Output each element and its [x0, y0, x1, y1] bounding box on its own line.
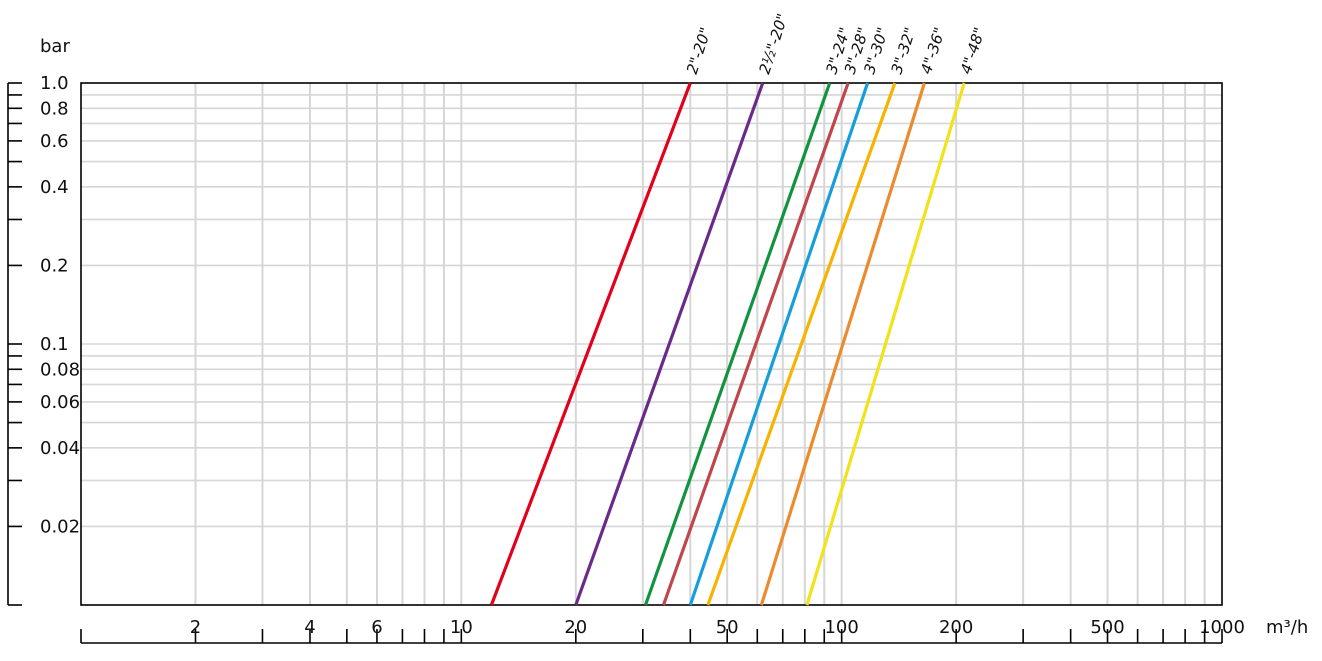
- series-line: [643, 82, 832, 606]
- y-tick-label: 0.06: [40, 392, 80, 413]
- x-tick-label: 200: [939, 617, 973, 638]
- x-tick-label: 1000: [1199, 617, 1245, 638]
- series-line: [805, 82, 966, 606]
- series-label: 2½"-20": [755, 11, 791, 76]
- y-tick-label: 0.4: [40, 177, 69, 198]
- y-tick-label: 0.1: [40, 334, 69, 355]
- series-line: [759, 82, 926, 606]
- series-line: [661, 82, 850, 606]
- y-tick-label: 0.04: [40, 438, 80, 459]
- y-tick-label: 1.0: [40, 73, 69, 94]
- x-axis: 2 4 6 10 20 50 100 200 500 1000: [80, 617, 1245, 644]
- series-label: 2"-20": [683, 25, 715, 76]
- x-tick-label: 100: [824, 617, 858, 638]
- y-tick-label: 0.08: [40, 359, 80, 380]
- series-line: [489, 82, 692, 606]
- x-tick-label: 4: [304, 617, 315, 638]
- series-line: [574, 82, 765, 606]
- series-label: 4"-36": [917, 25, 949, 76]
- series-line: [688, 82, 870, 606]
- series-line: [706, 82, 897, 606]
- y-tick-label: 0.8: [40, 98, 69, 119]
- x-axis-unit-label: m³/h: [1266, 617, 1308, 638]
- series-label: 3"-32": [888, 25, 920, 76]
- y-axis: 1.0 0.8 0.6 0.4 0.2 0.1 0.08 0.06 0.04 0.02: [7, 73, 80, 606]
- series-label: 4"-48": [957, 25, 989, 76]
- y-tick-label: 0.2: [40, 255, 69, 276]
- y-tick-label: 0.02: [40, 516, 80, 537]
- x-tick-label: 50: [716, 617, 739, 638]
- x-tick-label: 10: [450, 617, 473, 638]
- series-labels: 2"-20" 2½"-20" 3"-24"3"-28"3"-30"3"-32"4"-…: [683, 11, 989, 76]
- x-tick-label: 500: [1090, 617, 1124, 638]
- x-tick-label: 2: [190, 617, 201, 638]
- x-tick-label: 6: [371, 617, 382, 638]
- series-lines: [489, 82, 966, 606]
- plot-frame: [80, 82, 1223, 606]
- y-grid-lines: [81, 94, 1222, 528]
- x-tick-label: 20: [564, 617, 587, 638]
- y-axis-unit-label: bar: [40, 36, 70, 57]
- y-tick-label: 0.6: [40, 131, 69, 152]
